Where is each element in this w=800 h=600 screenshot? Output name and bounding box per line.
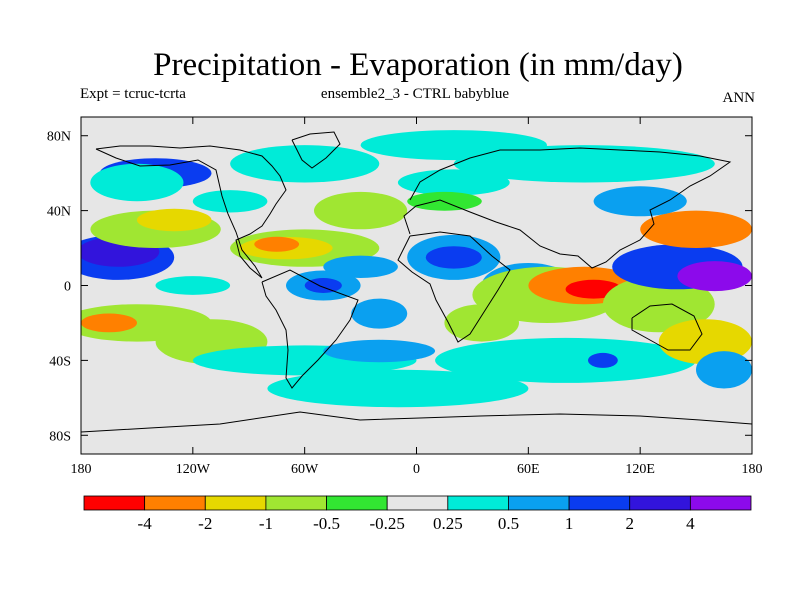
coast-africa [397, 231, 511, 343]
region-15 [314, 191, 408, 230]
region-40 [453, 145, 715, 183]
colorbar-swatch [568, 495, 631, 511]
x-tick-label: 60E [517, 462, 540, 477]
y-axis: 80N 40N 0 40S 80S [47, 130, 752, 444]
x-tick-label: 0 [413, 462, 420, 477]
region-42 [323, 339, 436, 363]
coast-south-america [261, 269, 359, 389]
colorbar-swatch [204, 495, 267, 511]
region-20 [230, 145, 380, 183]
coast-antarctica [81, 411, 752, 433]
x-tick-label: 120E [625, 462, 655, 477]
colorbar-label: 2 [625, 514, 634, 533]
colorbar-label: -0.5 [313, 514, 340, 533]
coast-north-america [95, 145, 287, 279]
y-tick-label: 80N [47, 130, 71, 145]
colorbar-label: -1 [259, 514, 273, 533]
region-3 [136, 208, 212, 232]
y-tick-label: 40S [49, 354, 71, 369]
x-tick-label: 60W [291, 462, 319, 477]
x-tick-label: 180 [71, 462, 92, 477]
region-39 [696, 351, 752, 389]
colorbar-label: 0.25 [433, 514, 463, 533]
region-36 [435, 337, 697, 383]
coast-greenland [291, 131, 341, 169]
region-12 [254, 236, 300, 252]
colorbar-swatch [265, 495, 327, 511]
region-14 [304, 278, 342, 293]
region-22 [397, 169, 510, 196]
region-17 [351, 298, 408, 329]
colorbar-label: -4 [138, 514, 153, 533]
chart-title: Precipitation - Evaporation (in mm/day) [153, 47, 683, 83]
coast-eurasia [403, 147, 732, 269]
y-tick-label: 0 [64, 280, 71, 295]
x-tick-label: 120W [176, 462, 211, 477]
x-axis: 180 120W 60W 0 60E 120E 180 [71, 117, 763, 477]
region-35 [593, 186, 687, 217]
colorbar-swatch [386, 495, 449, 511]
region-41 [192, 190, 268, 213]
colorbar-swatch [447, 495, 509, 511]
colorbar-swatch [144, 495, 206, 511]
region-19 [267, 369, 529, 408]
y-tick-label: 40N [47, 205, 71, 220]
colorbar-label: 4 [686, 514, 695, 533]
x-tick-label: 180 [742, 462, 763, 477]
region-25 [425, 246, 482, 269]
colorbar-label: 1 [565, 514, 574, 533]
anomaly-regions [81, 130, 752, 408]
colorbar-swatch [326, 495, 388, 511]
region-5 [81, 313, 137, 333]
region-16 [323, 255, 398, 278]
colorbar-swatch [629, 495, 691, 511]
region-9 [155, 276, 231, 295]
coast-australia [631, 303, 703, 351]
colorbar-label: -2 [198, 514, 212, 533]
colorbar-swatch [83, 495, 146, 511]
map-area [80, 116, 753, 455]
region-7 [90, 163, 184, 202]
colorbar-label: -0.25 [369, 514, 404, 533]
coastlines [81, 131, 752, 433]
colorbar-label: 0.5 [498, 514, 519, 533]
subtitle-left: Expt = tcruc-tcrta [80, 86, 186, 102]
subtitle-right: ANN [723, 90, 756, 106]
region-31 [602, 276, 715, 333]
region-37 [588, 352, 618, 368]
y-tick-label: 80S [49, 429, 71, 444]
colorbar-swatch [508, 495, 570, 511]
colorbar-swatch [689, 495, 752, 511]
region-34 [640, 210, 752, 248]
colorbar: -4 -2 -1 -0.5 -0.25 0.25 0.5 1 2 4 [83, 495, 752, 533]
region-33 [677, 261, 752, 292]
subtitle-center: ensemble2_3 - CTRL babyblue [321, 86, 509, 102]
